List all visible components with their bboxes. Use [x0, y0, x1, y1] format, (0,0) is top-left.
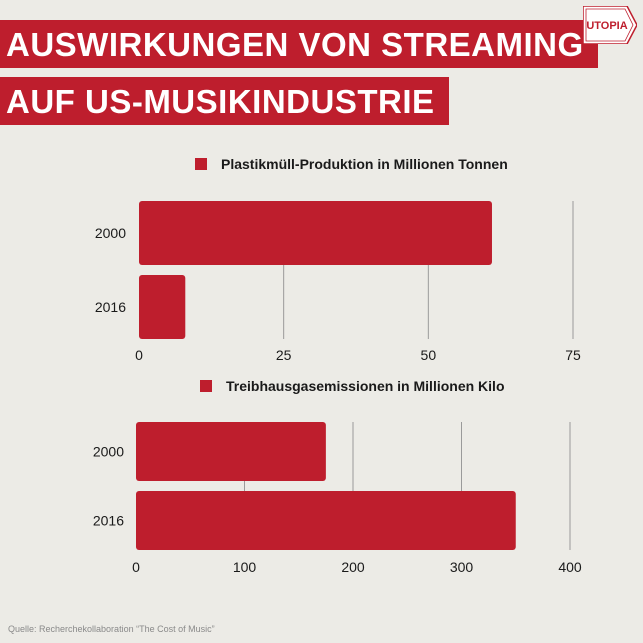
- category-label: 2000: [95, 225, 126, 241]
- category-label: 2016: [95, 299, 126, 315]
- tick-label: 0: [135, 347, 143, 363]
- tick-label: 400: [558, 559, 582, 575]
- tick-label: 75: [565, 347, 581, 363]
- tick-label: 300: [450, 559, 474, 575]
- legend-swatch: [200, 380, 212, 392]
- tick-label: 25: [276, 347, 292, 363]
- title-line-2: AUF US-MUSIKINDUSTRIE: [0, 77, 449, 125]
- tick-label: 50: [421, 347, 437, 363]
- title-line-1: AUSWIRKUNGEN VON STREAMING: [0, 20, 598, 68]
- utopia-logo: UTOPIA: [583, 6, 637, 44]
- legend-label: Treibhausgasemissionen in Millionen Kilo: [226, 378, 505, 394]
- legend-chart-2: Treibhausgasemissionen in Millionen Kilo: [200, 378, 505, 394]
- legend-chart-1: Plastikmüll-Produktion in Millionen Tonn…: [195, 156, 508, 172]
- bar-2016: [136, 491, 516, 550]
- bar-2000: [139, 201, 492, 265]
- legend-label: Plastikmüll-Produktion in Millionen Tonn…: [221, 156, 508, 172]
- bar-2016: [139, 275, 186, 339]
- tick-label: 0: [132, 559, 140, 575]
- category-label: 2000: [93, 444, 124, 460]
- bar-2000: [136, 422, 326, 481]
- legend-swatch: [195, 158, 207, 170]
- category-label: 2016: [93, 513, 124, 529]
- tick-label: 200: [341, 559, 365, 575]
- source-note: Quelle: Recherchekollaboration “The Cost…: [8, 624, 215, 634]
- tick-label: 100: [233, 559, 257, 575]
- logo-text: UTOPIA: [586, 20, 627, 32]
